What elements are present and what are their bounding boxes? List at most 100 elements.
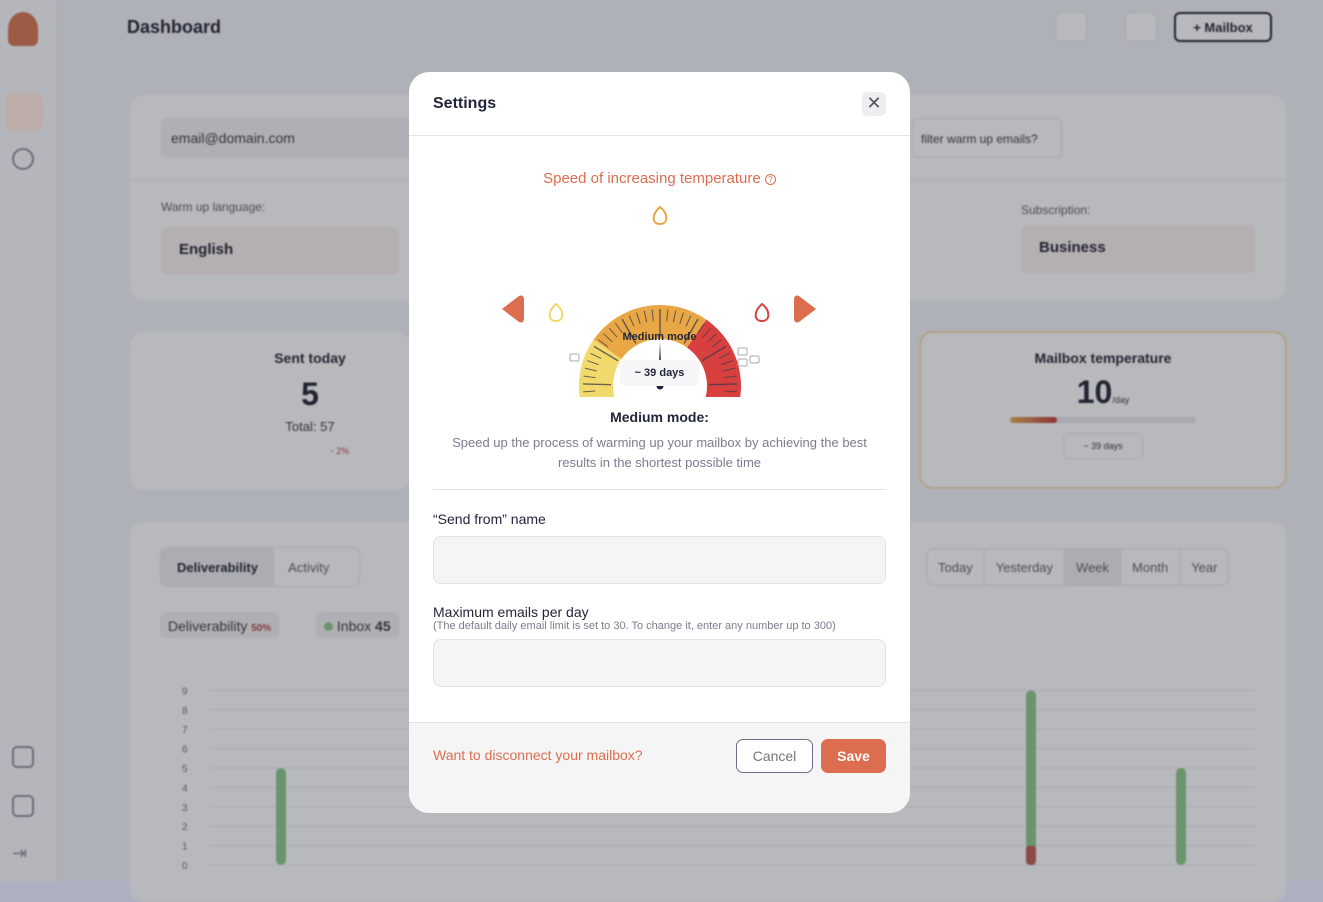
sent-trend: - 2% xyxy=(330,446,350,456)
max-emails-label: Maximum emails per day xyxy=(433,604,589,620)
period-tab-today[interactable]: Today xyxy=(938,560,973,575)
notifications-button[interactable] xyxy=(1125,12,1157,42)
sidebar: ⇥ xyxy=(0,0,58,881)
gauge-tick xyxy=(718,352,730,359)
send-from-label: “Send from” name xyxy=(433,511,546,527)
gauge-tick xyxy=(666,309,669,322)
settings-modal: Settings ✕ Speed of increasing temperatu… xyxy=(409,72,910,813)
speed-title-text: Speed of increasing temperature xyxy=(543,170,761,187)
gauge-tick xyxy=(636,312,641,325)
inbox-bar xyxy=(1026,690,1036,865)
subscription-select[interactable]: Business xyxy=(1021,225,1255,273)
mode-heading: Medium mode: xyxy=(610,409,709,425)
envelope-icon xyxy=(737,347,748,356)
decrease-speed-arrow[interactable] xyxy=(502,295,524,323)
language-select[interactable]: English xyxy=(161,227,399,275)
logout-icon[interactable]: ⇥ xyxy=(12,843,28,863)
gauge-tick xyxy=(697,322,706,334)
gauge-tick xyxy=(723,367,736,372)
gauge-tick xyxy=(583,383,612,386)
gauge-tick xyxy=(587,360,599,366)
temp-label: Mailbox temperature xyxy=(1034,350,1172,366)
y-tick-label: 2 xyxy=(182,822,188,833)
support-icon[interactable] xyxy=(12,795,34,817)
fast-flame-icon xyxy=(754,302,770,323)
gauge-tick xyxy=(701,345,727,362)
close-button[interactable]: ✕ xyxy=(862,91,886,116)
gauge-tick xyxy=(708,383,737,386)
gauge-tick xyxy=(598,339,609,348)
y-tick-label: 8 xyxy=(182,706,188,717)
gauge-tick xyxy=(685,315,692,327)
sent-today-card: Sent today 5 Total: 57 - 2% xyxy=(130,332,410,490)
sidebar-item-dashboard[interactable] xyxy=(5,93,43,131)
slow-flame-icon xyxy=(548,302,564,323)
gauge-tick xyxy=(683,318,699,344)
gauge-mode-label: Medium mode xyxy=(622,331,697,343)
tab-deliverability[interactable]: Deliverability xyxy=(161,548,275,586)
save-button[interactable]: Save xyxy=(821,739,886,773)
filter-question[interactable]: filter warm up emails? xyxy=(912,118,1062,158)
close-icon: ✕ xyxy=(866,93,882,113)
inbox-dot xyxy=(324,622,333,631)
modal-footer: Want to disconnect your mailbox? Cancel … xyxy=(409,722,910,813)
temp-days: ~ 39 days xyxy=(1063,433,1143,459)
gauge-tick xyxy=(608,327,618,338)
period-tab-month[interactable]: Month xyxy=(1120,549,1179,585)
inbox-label: Inbox xyxy=(336,618,372,634)
disconnect-link[interactable]: Want to disconnect your mailbox? xyxy=(433,747,643,763)
email-field[interactable]: email@domain.com xyxy=(161,118,431,158)
deliverability-chip: Deliverability 50% xyxy=(160,612,280,638)
inbox-value: 45 xyxy=(375,618,391,634)
gauge-tick xyxy=(584,367,597,372)
gauge-medium-zone xyxy=(593,305,707,360)
tab-activity[interactable]: Activity xyxy=(288,560,330,575)
gauge-slow-zone xyxy=(579,339,622,397)
y-tick-label: 9 xyxy=(182,686,188,697)
y-tick-label: 5 xyxy=(182,764,188,775)
period-tab-week[interactable]: Week xyxy=(1064,549,1121,585)
gauge-tick xyxy=(724,390,737,393)
sidebar-item-reports[interactable] xyxy=(12,148,34,170)
gauge-tick xyxy=(724,375,737,379)
send-from-input[interactable] xyxy=(433,536,886,584)
increase-speed-arrow[interactable] xyxy=(794,295,816,323)
divider xyxy=(433,489,886,490)
deliverability-label: Deliverability xyxy=(168,618,248,634)
deliverability-value: 50% xyxy=(251,623,272,634)
cancel-button[interactable]: Cancel xyxy=(736,739,813,773)
gauge-tick xyxy=(614,322,623,334)
period-tab-yesterday[interactable]: Yesterday xyxy=(983,549,1064,585)
temp-unit: /day xyxy=(1112,395,1130,405)
gauge-tick xyxy=(583,375,596,379)
help-icon[interactable]: ? xyxy=(764,174,776,185)
y-tick-label: 4 xyxy=(182,783,188,794)
speed-title: Speed of increasing temperature ? xyxy=(409,170,910,187)
gauge-tick xyxy=(711,339,722,348)
y-tick-label: 7 xyxy=(182,725,188,736)
period-tab-year[interactable]: Year xyxy=(1179,549,1228,585)
gauge-tick xyxy=(707,333,717,343)
days-estimate: ~ 39 days xyxy=(620,360,699,386)
gauge-tick xyxy=(603,333,613,343)
gauge-tick xyxy=(643,310,648,323)
envelope-icon xyxy=(737,358,748,367)
temperature-gauge xyxy=(502,205,816,397)
medium-flame-icon xyxy=(652,205,668,226)
y-tick-label: 1 xyxy=(182,842,188,853)
inbox-bar xyxy=(1176,768,1186,865)
envelope-icon xyxy=(749,355,760,364)
gauge-tick xyxy=(721,360,733,366)
inbox-bar xyxy=(276,768,286,865)
gauge-tick xyxy=(590,352,602,359)
profile-icon[interactable] xyxy=(12,746,34,768)
send-from-group: “Send from” name xyxy=(409,511,910,584)
docs-button[interactable] xyxy=(1055,12,1087,42)
add-mailbox-button[interactable]: + Mailbox xyxy=(1174,12,1272,42)
mode-description: Speed up the process of warming up your … xyxy=(452,435,867,470)
chart-tabs: Deliverability Activity xyxy=(160,547,360,587)
max-emails-input[interactable] xyxy=(433,639,886,687)
y-tick-label: 0 xyxy=(182,861,188,872)
envelope-icon xyxy=(569,353,580,362)
mailbox-temperature-card: Mailbox temperature 10/day ~ 39 days xyxy=(919,331,1287,489)
